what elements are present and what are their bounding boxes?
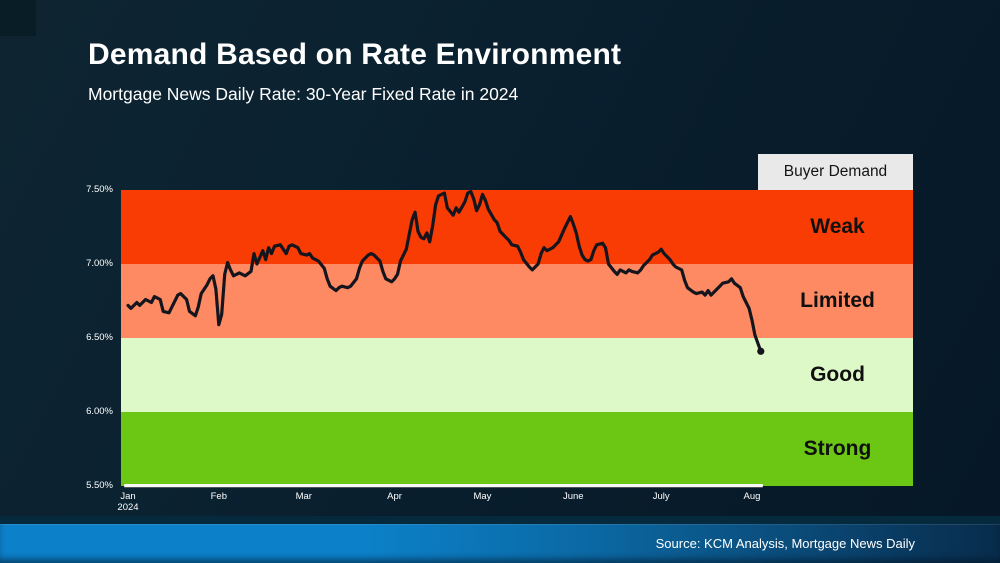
y-tick: 6.50%	[86, 332, 113, 343]
x-tick: Mar	[295, 491, 312, 502]
x-tick-year: 2024	[117, 502, 139, 513]
band-label-weak: Weak	[810, 215, 865, 238]
buyer-demand-legend: Buyer Demand	[758, 154, 913, 190]
x-tick: Aug	[743, 491, 761, 502]
band-label-good: Good	[810, 363, 865, 386]
y-tick: 7.00%	[86, 258, 113, 269]
y-tick: 7.50%	[86, 184, 113, 195]
x-tick: Jan 2024	[98, 491, 158, 513]
source-text: Source: KCM Analysis, Mortgage News Dail…	[655, 536, 915, 551]
band-label-limited: Limited	[800, 289, 875, 312]
x-tick: May	[473, 491, 492, 502]
legend-label: Buyer Demand	[783, 163, 888, 180]
x-tick: July	[652, 491, 670, 502]
x-tick: June	[562, 491, 584, 502]
y-tick: 6.00%	[86, 406, 113, 417]
band-label-strong: Strong	[803, 437, 872, 460]
footer-divider-strip	[0, 516, 1000, 524]
y-tick: 5.50%	[86, 480, 113, 491]
page-subtitle: Mortgage News Daily Rate: 30-Year Fixed …	[88, 84, 519, 104]
x-tick: Apr	[387, 491, 402, 502]
source-bar: Source: KCM Analysis, Mortgage News Dail…	[0, 524, 1000, 563]
page-title: Demand Based on Rate Environment	[88, 38, 622, 71]
x-tick: Feb	[210, 491, 227, 502]
corner-accent-square	[0, 0, 36, 36]
demand-band-strong	[121, 412, 913, 486]
x-axis-line	[124, 484, 763, 487]
